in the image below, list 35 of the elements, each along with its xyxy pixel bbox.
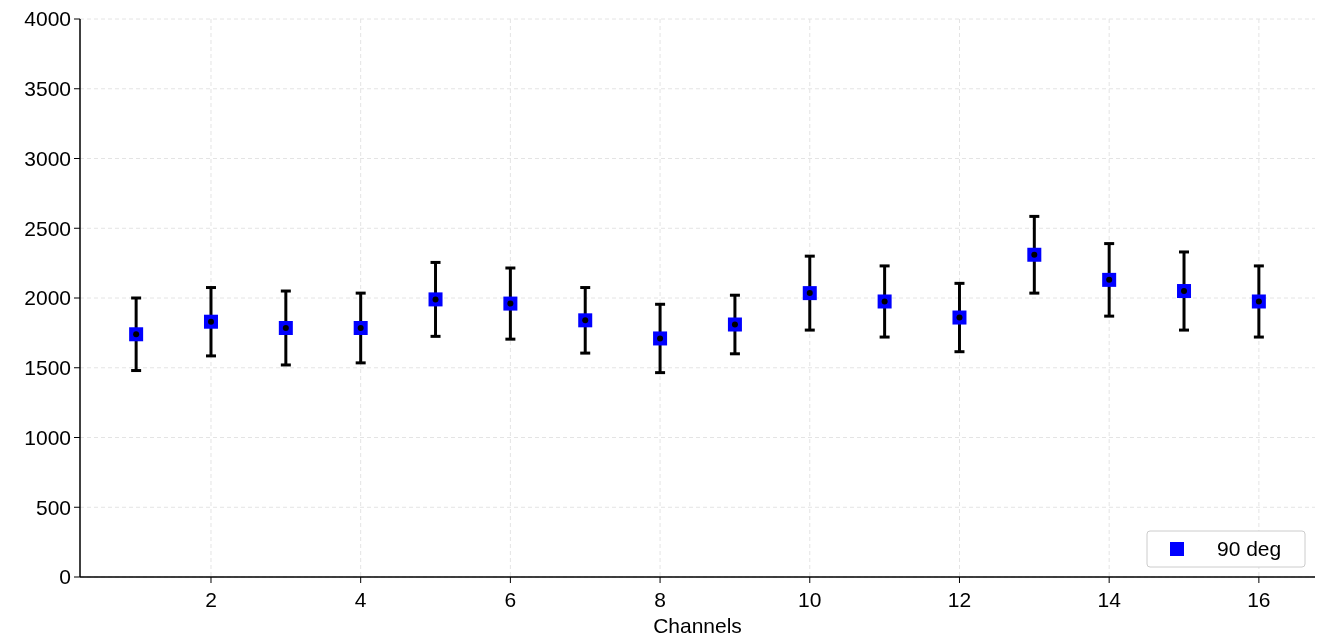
x-tick-label: 4 xyxy=(354,588,367,611)
x-tick-label: 8 xyxy=(654,588,666,611)
point xyxy=(129,327,144,342)
x-tick-label: 2 xyxy=(205,588,217,611)
point xyxy=(1177,284,1192,299)
y-tick-label: 2500 xyxy=(24,216,71,240)
point xyxy=(1251,294,1266,309)
y-tick-label: 2000 xyxy=(24,286,71,310)
point xyxy=(503,296,518,311)
point xyxy=(353,320,368,335)
x-tick-label: 10 xyxy=(798,588,822,611)
y-tick-label: 3000 xyxy=(24,146,71,170)
y-tick-label: 3500 xyxy=(24,77,71,101)
point xyxy=(578,313,593,328)
x-tick-label: 14 xyxy=(1097,588,1122,611)
x-tick-label: 6 xyxy=(504,588,517,611)
y-tick-label: 0 xyxy=(59,565,71,589)
x-axis-title: Channels xyxy=(653,614,742,634)
legend-label: 90 deg xyxy=(1217,537,1282,561)
point xyxy=(428,292,443,307)
point xyxy=(1102,272,1117,287)
y-tick-label: 500 xyxy=(35,495,71,519)
x-tick-label: 12 xyxy=(947,588,972,611)
point xyxy=(278,320,293,335)
point xyxy=(952,310,967,325)
point xyxy=(203,314,218,329)
point xyxy=(802,286,817,301)
point xyxy=(877,294,892,309)
point xyxy=(1027,247,1042,262)
point xyxy=(727,317,742,332)
y-tick-label: 4000 xyxy=(24,7,71,31)
y-tick-label: 1500 xyxy=(24,356,71,380)
y-tick-label: 1000 xyxy=(24,425,71,449)
x-tick-label: 16 xyxy=(1247,588,1271,611)
point xyxy=(653,331,668,346)
